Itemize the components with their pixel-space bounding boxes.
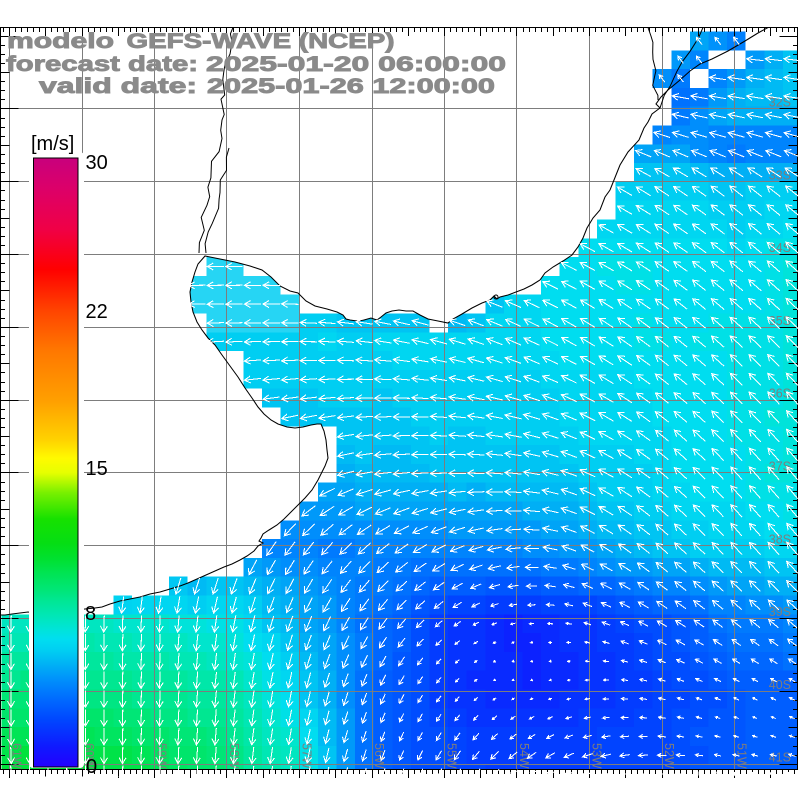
svg-text:2025-01-26 12:00:00: 2025-01-26 12:00:00 (207, 75, 495, 98)
svg-text:15: 15 (86, 458, 108, 480)
svg-text:valid date:: valid date: (39, 75, 197, 98)
svg-text:8: 8 (85, 603, 96, 625)
svg-text:41S: 41S (769, 751, 791, 765)
svg-text:2025-01-20 06:00:00: 2025-01-20 06:00:00 (206, 53, 506, 76)
svg-text:34S: 34S (769, 241, 791, 255)
svg-text:forecast date:: forecast date: (6, 53, 198, 76)
svg-text:35S: 35S (769, 314, 791, 328)
svg-text:52W: 52W (662, 743, 676, 769)
svg-text:40S: 40S (769, 678, 791, 692)
svg-text:[m/s]: [m/s] (31, 133, 74, 155)
svg-text:33S: 33S (769, 168, 791, 182)
svg-text:59W: 59W (155, 743, 169, 769)
svg-text:54W: 54W (517, 743, 531, 769)
svg-text:55W: 55W (445, 743, 459, 769)
svg-text:57W: 57W (300, 743, 314, 769)
svg-text:51W: 51W (735, 743, 749, 769)
svg-text:GEFS-WAVE (NCEP): GEFS-WAVE (NCEP) (127, 30, 395, 53)
svg-text:53W: 53W (590, 743, 604, 769)
svg-text:61W: 61W (10, 743, 24, 769)
svg-text:modelo: modelo (7, 30, 114, 53)
svg-text:0: 0 (86, 756, 97, 778)
svg-text:37S: 37S (769, 460, 791, 474)
svg-text:32S: 32S (769, 96, 791, 110)
svg-text:36S: 36S (769, 387, 791, 401)
svg-text:22: 22 (86, 301, 108, 323)
svg-text:30: 30 (86, 152, 108, 174)
svg-text:39S: 39S (769, 605, 791, 619)
svg-text:56W: 56W (372, 743, 386, 769)
svg-text:38S: 38S (769, 532, 791, 546)
